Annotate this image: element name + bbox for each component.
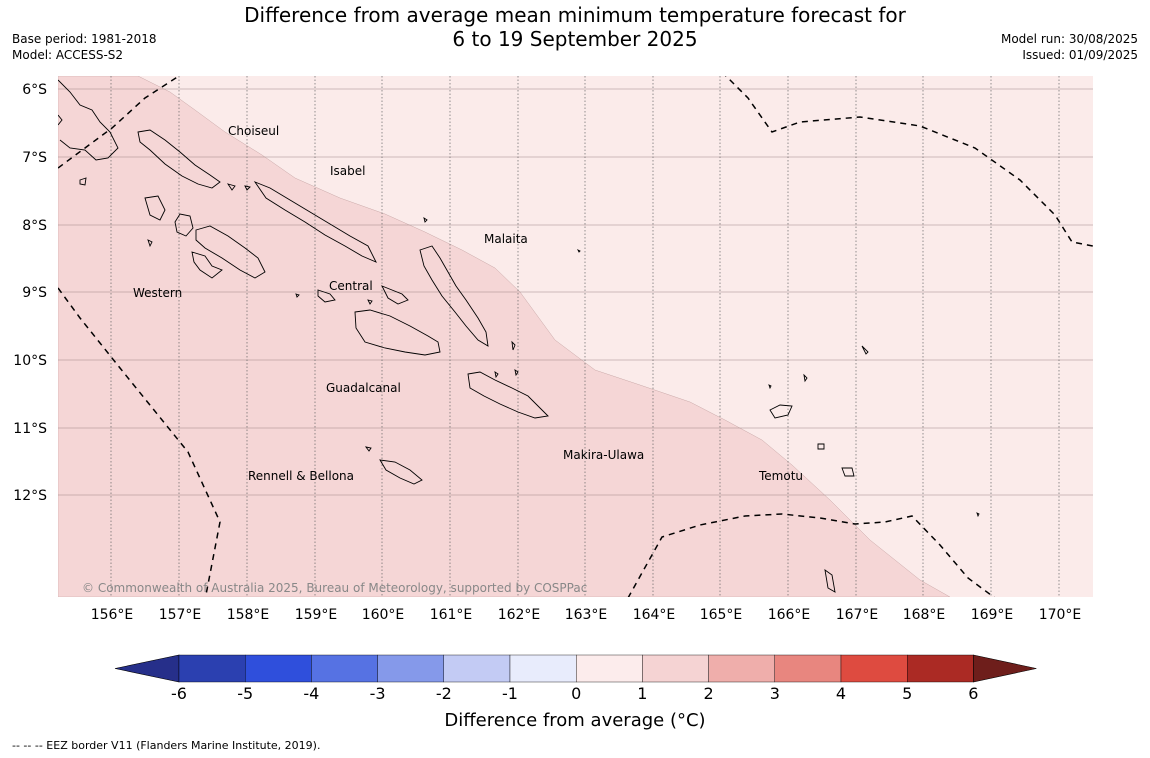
- russell-islands: [317, 289, 336, 303]
- colorbar-cell: [377, 654, 445, 683]
- island-coastlines: [58, 79, 980, 593]
- colorbar-tick-label: 1: [637, 684, 648, 703]
- base-period: Base period: 1981-2018: [12, 32, 157, 46]
- lon-label: 164°E: [633, 607, 676, 623]
- anomaly-1-2-area: [58, 76, 951, 597]
- colorbar-cell: [244, 654, 312, 683]
- lat-label: 11°S: [13, 421, 47, 437]
- isabel-coast: [253, 181, 377, 263]
- colorbar: [114, 654, 1037, 683]
- colorbar-tick-label: 6: [968, 684, 979, 703]
- lat-label: 6°S: [22, 82, 47, 98]
- colorbar-cell: [642, 654, 709, 683]
- colorbar-cell: [907, 654, 974, 683]
- region-label-central: Central: [329, 279, 373, 293]
- lat-label: 7°S: [22, 150, 47, 166]
- colorbar-tick-label: 3: [769, 684, 780, 703]
- lat-label: 10°S: [13, 353, 47, 369]
- new-georgia-coast: [144, 195, 166, 221]
- lat-label: 8°S: [22, 218, 47, 234]
- map-panel: Choiseul Isabel Malaita Western Central …: [13, 76, 1093, 623]
- eez-borders: [58, 76, 1093, 597]
- lon-label: 158°E: [227, 607, 270, 623]
- lon-label: 170°E: [1039, 607, 1082, 623]
- lon-label: 168°E: [903, 607, 946, 623]
- region-label-isabel: Isabel: [330, 164, 365, 178]
- makira-coast: [467, 371, 549, 419]
- lon-label: 159°E: [295, 607, 338, 623]
- region-label-rennell-bellona: Rennell & Bellona: [248, 469, 354, 483]
- colorbar-tick-label: -3: [369, 684, 386, 703]
- chart-title: Difference from average mean minimum tem…: [0, 3, 1150, 51]
- colorbar-cell: [708, 654, 775, 683]
- lat-label: 9°S: [22, 285, 47, 301]
- colorbar-tick-label: 0: [571, 684, 582, 703]
- colorbar-tick-label: 2: [703, 684, 714, 703]
- bougainville-coast: [58, 79, 119, 161]
- colorbar-cell: [774, 654, 842, 683]
- florida-islands: [381, 285, 409, 305]
- colorbar-arrow-high: [973, 654, 1037, 683]
- colorbar-tick-label: -5: [237, 684, 254, 703]
- colorbar-cell: [576, 654, 643, 683]
- lat-labels: 6°S 7°S 8°S 9°S 10°S 11°S 12°S: [13, 82, 47, 504]
- region-label-western: Western: [133, 286, 182, 300]
- colorbar-cell: [840, 654, 908, 683]
- lon-labels: 156°E 157°E 158°E 159°E 160°E 161°E 162°…: [91, 607, 1082, 623]
- model-run: Model run: 30/08/2025: [1000, 32, 1138, 46]
- colorbar-label: Difference from average (°C): [444, 710, 706, 731]
- colorbar-cell: [509, 654, 577, 683]
- graticule: [58, 88, 1093, 496]
- issued-date: Issued: 01/09/2025: [1022, 48, 1138, 62]
- copyright-text: © Commonwealth of Australia 2025, Bureau…: [82, 581, 587, 595]
- colorbar-tick-label: -4: [303, 684, 320, 703]
- rennell-coast: [379, 459, 423, 485]
- colorbar-tick-label: -6: [171, 684, 187, 703]
- eez-note: -- -- -- EEZ border V11 (Flanders Marine…: [12, 739, 321, 752]
- lon-label: 169°E: [971, 607, 1014, 623]
- colorbar-arrow-low: [114, 654, 180, 683]
- lon-label: 157°E: [159, 607, 202, 623]
- colorbar-tick-label: 4: [835, 684, 847, 703]
- title-line-1: Difference from average mean minimum tem…: [244, 3, 906, 27]
- region-label-malaita: Malaita: [484, 232, 528, 246]
- lon-label: 161°E: [430, 607, 473, 623]
- region-label-temotu: Temotu: [758, 469, 803, 483]
- meridians: [110, 76, 1060, 597]
- choiseul-coast: [137, 129, 221, 189]
- lon-label: 162°E: [498, 607, 541, 623]
- colorbar-cells: [114, 654, 1037, 683]
- region-label-choiseul: Choiseul: [228, 124, 279, 138]
- lon-label: 166°E: [768, 607, 811, 623]
- colorbar-cell: [311, 654, 378, 683]
- colorbar-cell: [178, 654, 246, 683]
- region-label-makira-ulawa: Makira-Ulawa: [563, 448, 644, 462]
- region-labels: Choiseul Isabel Malaita Western Central …: [133, 124, 803, 483]
- colorbar-cell: [443, 654, 511, 683]
- header-left: Base period: 1981-2018 Model: ACCESS-S2: [12, 31, 157, 63]
- colorbar-tick-label: -2: [435, 684, 452, 703]
- lat-label: 12°S: [13, 488, 47, 504]
- colorbar-tick-label: 5: [902, 684, 913, 703]
- lon-label: 160°E: [362, 607, 405, 623]
- lon-label: 156°E: [91, 607, 134, 623]
- lon-label: 167°E: [836, 607, 879, 623]
- region-label-guadalcanal: Guadalcanal: [326, 381, 401, 395]
- header-right: Model run: 30/08/2025 Issued: 01/09/2025: [1001, 31, 1138, 63]
- colorbar-tick-label: -1: [502, 684, 518, 703]
- santa-cruz-islands: [769, 404, 793, 419]
- guadalcanal-coast: [354, 309, 441, 356]
- lon-label: 165°E: [700, 607, 743, 623]
- model-name: Model: ACCESS-S2: [12, 48, 124, 62]
- title-line-2: 6 to 19 September 2025: [452, 27, 698, 51]
- malaita-coast: [419, 245, 489, 347]
- lon-label: 163°E: [565, 607, 608, 623]
